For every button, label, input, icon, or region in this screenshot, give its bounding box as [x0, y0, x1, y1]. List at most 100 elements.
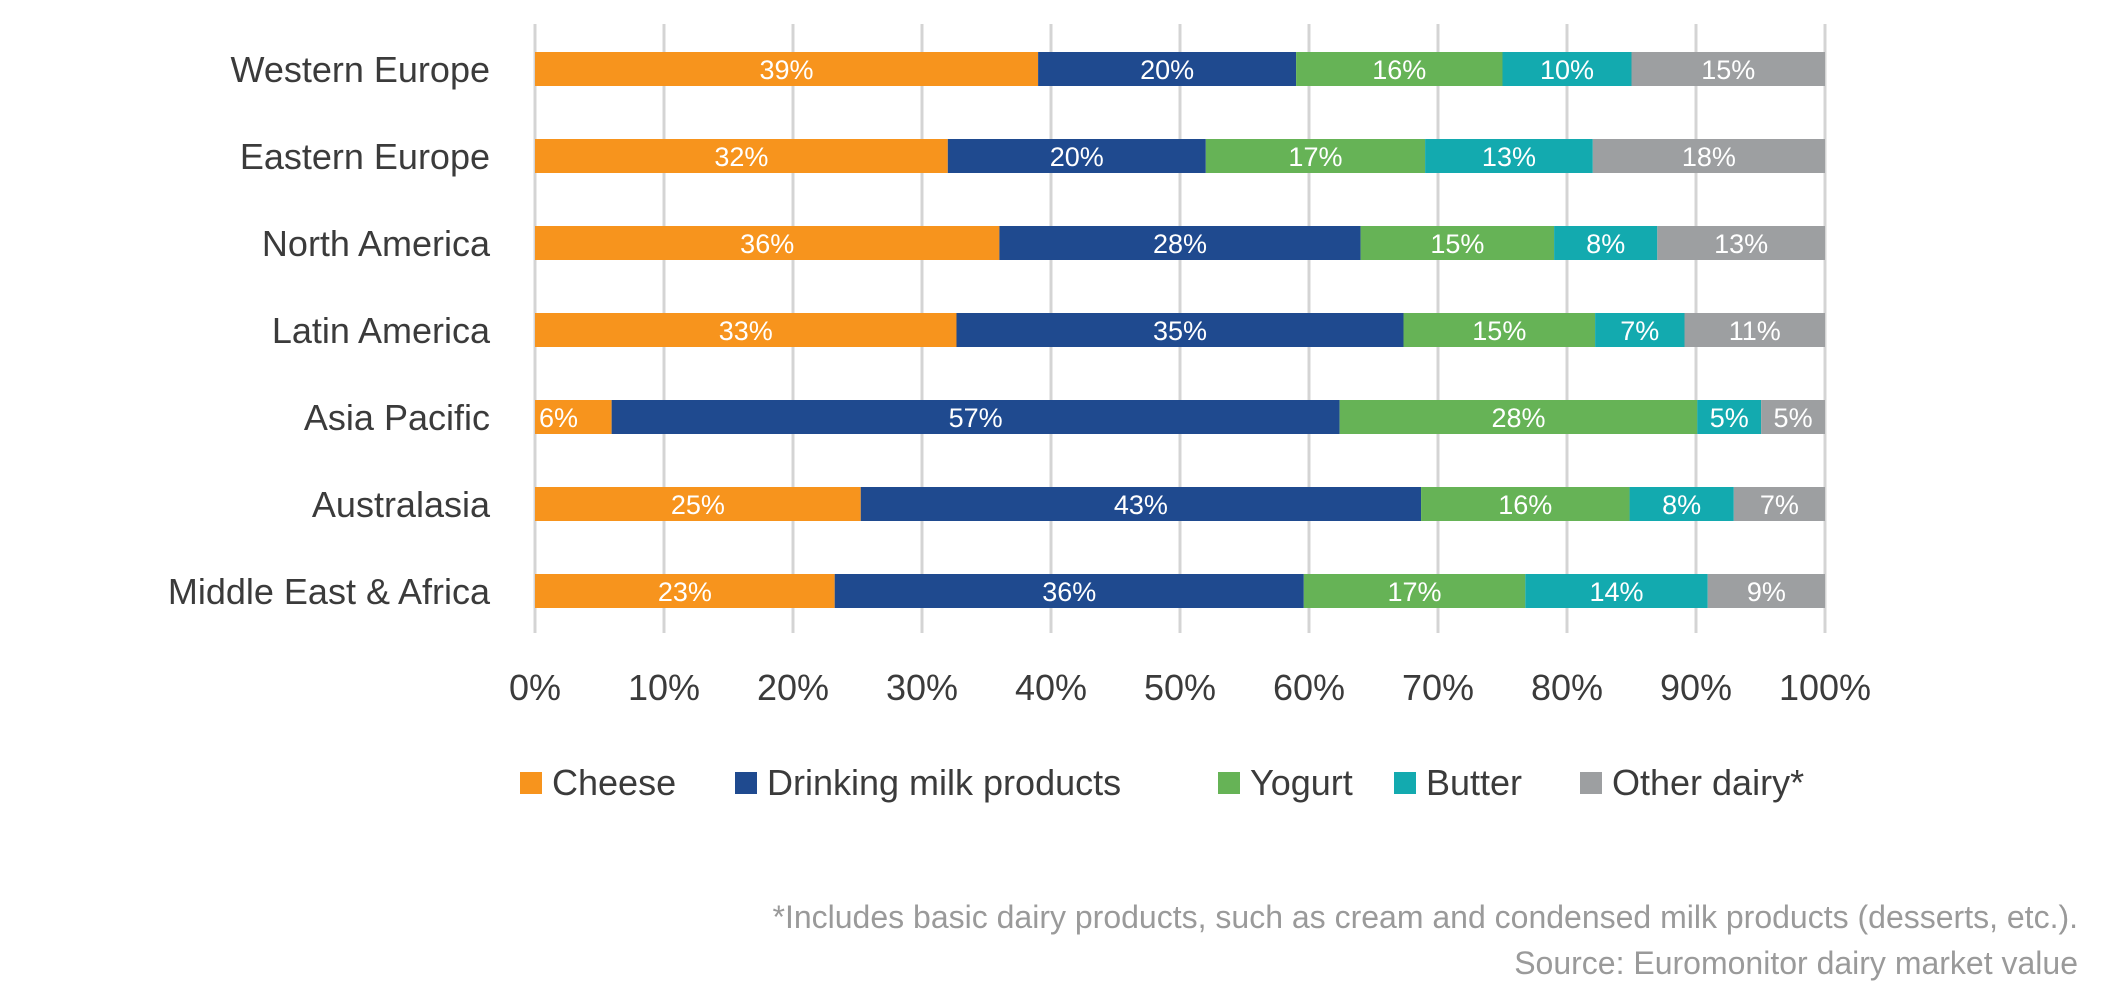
bar-segment [535, 400, 612, 434]
bar-value-label: 14% [1589, 577, 1643, 607]
bar-segment [611, 400, 1340, 434]
bar-value-label: 32% [714, 142, 768, 172]
bar-value-label: 13% [1714, 229, 1768, 259]
x-tick-label: 90% [1660, 667, 1732, 708]
bar-segment [1629, 487, 1734, 521]
bar-value-label: 20% [1140, 55, 1194, 85]
bar-value-label: 20% [1050, 142, 1104, 172]
footnote: *Includes basic dairy products, such as … [772, 899, 2079, 935]
category-label: Latin America [272, 310, 491, 351]
bar-segment [535, 226, 1000, 260]
bar-value-label: 15% [1430, 229, 1484, 259]
bar-segment [1761, 400, 1825, 434]
category-label: Western Europe [231, 49, 490, 90]
legend-swatch [1394, 772, 1416, 794]
bar-segment [1707, 574, 1825, 608]
bar-segment [535, 574, 835, 608]
x-tick-label: 40% [1015, 667, 1087, 708]
bar-segment [1592, 139, 1825, 173]
bar-value-label: 5% [1774, 403, 1813, 433]
bar-segment [1303, 574, 1526, 608]
x-tick-label: 80% [1531, 667, 1603, 708]
bar-value-label: 11% [1729, 316, 1781, 346]
bar-segment [1296, 52, 1503, 86]
category-label: Asia Pacific [304, 397, 490, 438]
x-tick-label: 0% [509, 667, 561, 708]
bar-segment [1525, 574, 1708, 608]
bar-segment [834, 574, 1304, 608]
bar-segment [1403, 313, 1596, 347]
legend-swatch [1580, 772, 1602, 794]
legend-label: Drinking milk products [767, 762, 1121, 803]
bar-segment [1425, 139, 1593, 173]
category-label: Australasia [312, 484, 491, 525]
x-tick-label: 60% [1273, 667, 1345, 708]
legend-label: Other dairy* [1612, 762, 1804, 803]
bar-segment [956, 313, 1404, 347]
category-label: North America [262, 223, 491, 264]
bar-value-labels: 39% 20% 16% 10% 15% 32% 20% 17% 13% 18% 36% 28% 15% 8… [539, 55, 1813, 607]
bar-value-label: 10% [1540, 55, 1594, 85]
legend-label: Cheese [552, 762, 676, 803]
bar-value-label: 15% [1472, 316, 1526, 346]
bar-value-label: 7% [1620, 316, 1659, 346]
bar-value-label: 25% [671, 490, 725, 520]
bar-segment [1554, 226, 1658, 260]
category-label: Eastern Europe [240, 136, 490, 177]
bar-value-label: 9% [1747, 577, 1786, 607]
bar-value-label: 35% [1153, 316, 1207, 346]
legend: Cheese Drinking milk products Yogurt Butter… [520, 762, 1804, 803]
bar-value-label: 16% [1498, 490, 1552, 520]
bar-segment [535, 487, 861, 521]
bar-segment [535, 139, 948, 173]
bar-value-label: 16% [1372, 55, 1426, 85]
bar-segment [1038, 52, 1297, 86]
bar-value-label: 36% [740, 229, 794, 259]
bar-segment [1733, 487, 1825, 521]
bar-value-label: 8% [1662, 490, 1701, 520]
category-label: Middle East & Africa [168, 571, 491, 612]
bar-value-label: 36% [1042, 577, 1096, 607]
bar-segment [1595, 313, 1685, 347]
x-tick-label: 50% [1144, 667, 1216, 708]
bar-value-label: 28% [1491, 403, 1545, 433]
legend-label: Yogurt [1250, 762, 1353, 803]
bar-value-label: 18% [1682, 142, 1736, 172]
bar-segment [1657, 226, 1825, 260]
bar-segment [535, 313, 957, 347]
legend-label: Butter [1426, 762, 1522, 803]
bar-value-label: 17% [1388, 577, 1442, 607]
bar-value-label: 7% [1760, 490, 1799, 520]
bar-value-label: 5% [1710, 403, 1749, 433]
x-tick-label: 100% [1779, 667, 1871, 708]
bar-value-label: 28% [1153, 229, 1207, 259]
x-tick-label: 10% [628, 667, 700, 708]
bar-segment [1697, 400, 1762, 434]
bar-segment [999, 226, 1361, 260]
x-tick-label: 20% [757, 667, 829, 708]
bar-value-label: 57% [949, 403, 1003, 433]
bar-segment [947, 139, 1206, 173]
bar-segment [1205, 139, 1426, 173]
category-axis-labels: Western Europe Eastern Europe North Americ… [168, 49, 491, 612]
x-axis-tick-labels: 0% 10% 20% 30% 40% 50% 60% 70% 80% 90% 100% [509, 667, 1871, 708]
bar-value-label: 43% [1114, 490, 1168, 520]
source-note: Source: Euromonitor dairy market value [1514, 945, 2078, 981]
bar-segment [535, 52, 1039, 86]
bar-value-label: 17% [1288, 142, 1342, 172]
bar-value-label: 8% [1586, 229, 1625, 259]
bar-value-label: 15% [1701, 55, 1755, 85]
bar-segment [1339, 400, 1698, 434]
bar-segment [1684, 313, 1825, 347]
legend-swatch [735, 772, 757, 794]
bar-segment [1631, 52, 1825, 86]
x-tick-label: 70% [1402, 667, 1474, 708]
bar-value-label: 39% [760, 55, 814, 85]
legend-swatch [520, 772, 542, 794]
bar-segment [860, 487, 1422, 521]
bar-value-label: 6% [539, 403, 578, 433]
bar-value-label: 23% [658, 577, 712, 607]
bar-value-label: 33% [719, 316, 773, 346]
bars [535, 52, 1825, 608]
